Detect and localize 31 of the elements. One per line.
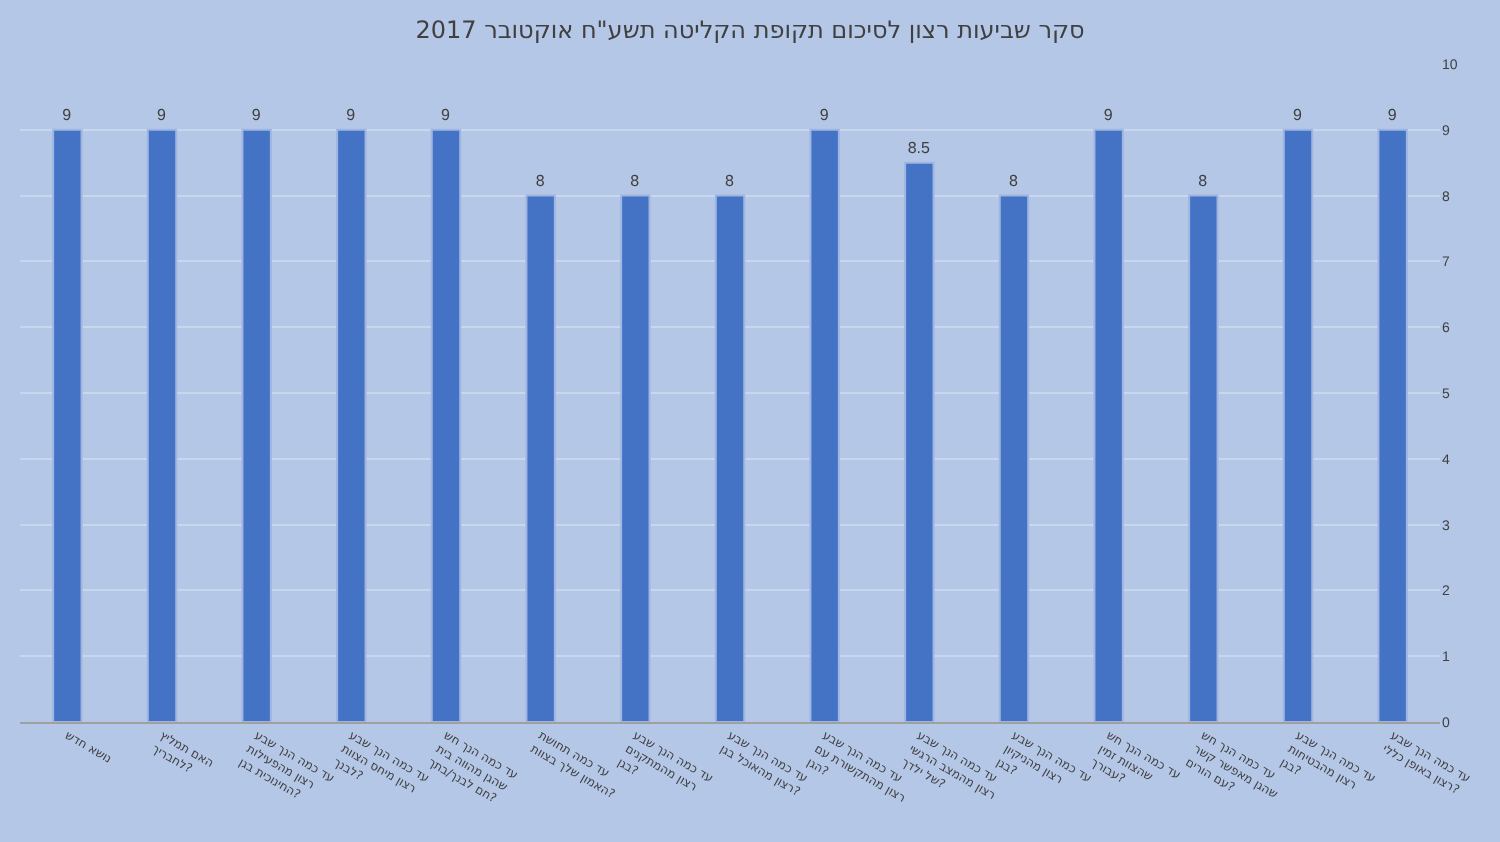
data-label: 9 [1387, 105, 1398, 124]
data-label: 8 [630, 171, 641, 190]
bar [1093, 128, 1124, 722]
data-label: 9 [251, 105, 262, 124]
bar [809, 128, 840, 722]
bar [430, 128, 462, 722]
bar [525, 194, 556, 722]
data-label: 8.5 [907, 138, 932, 157]
data-label: 8 [535, 171, 546, 190]
bar [1188, 194, 1219, 722]
data-label: 9 [819, 105, 830, 124]
data-label: 8 [725, 171, 735, 190]
data-label: 9 [441, 105, 451, 124]
data-label: 8 [1009, 171, 1019, 190]
data-label: 9 [1103, 105, 1114, 124]
data-label: 8 [1198, 171, 1209, 190]
bar [998, 194, 1030, 722]
bar [146, 128, 178, 722]
bar [620, 194, 651, 722]
data-label: 9 [157, 105, 167, 124]
bar [52, 128, 83, 722]
chart-title: סקר שביעות רצון לסיכום תקופת הקליטה תשע"ח אוקטובר 2017 [415, 15, 1085, 44]
bar [714, 194, 746, 722]
data-label: 9 [62, 105, 73, 124]
bar [336, 128, 367, 722]
bar [241, 128, 272, 722]
data-label: 9 [1293, 105, 1303, 124]
bar [904, 161, 935, 722]
bar [1377, 128, 1408, 722]
data-label: 9 [346, 105, 357, 124]
bar [1282, 128, 1314, 722]
